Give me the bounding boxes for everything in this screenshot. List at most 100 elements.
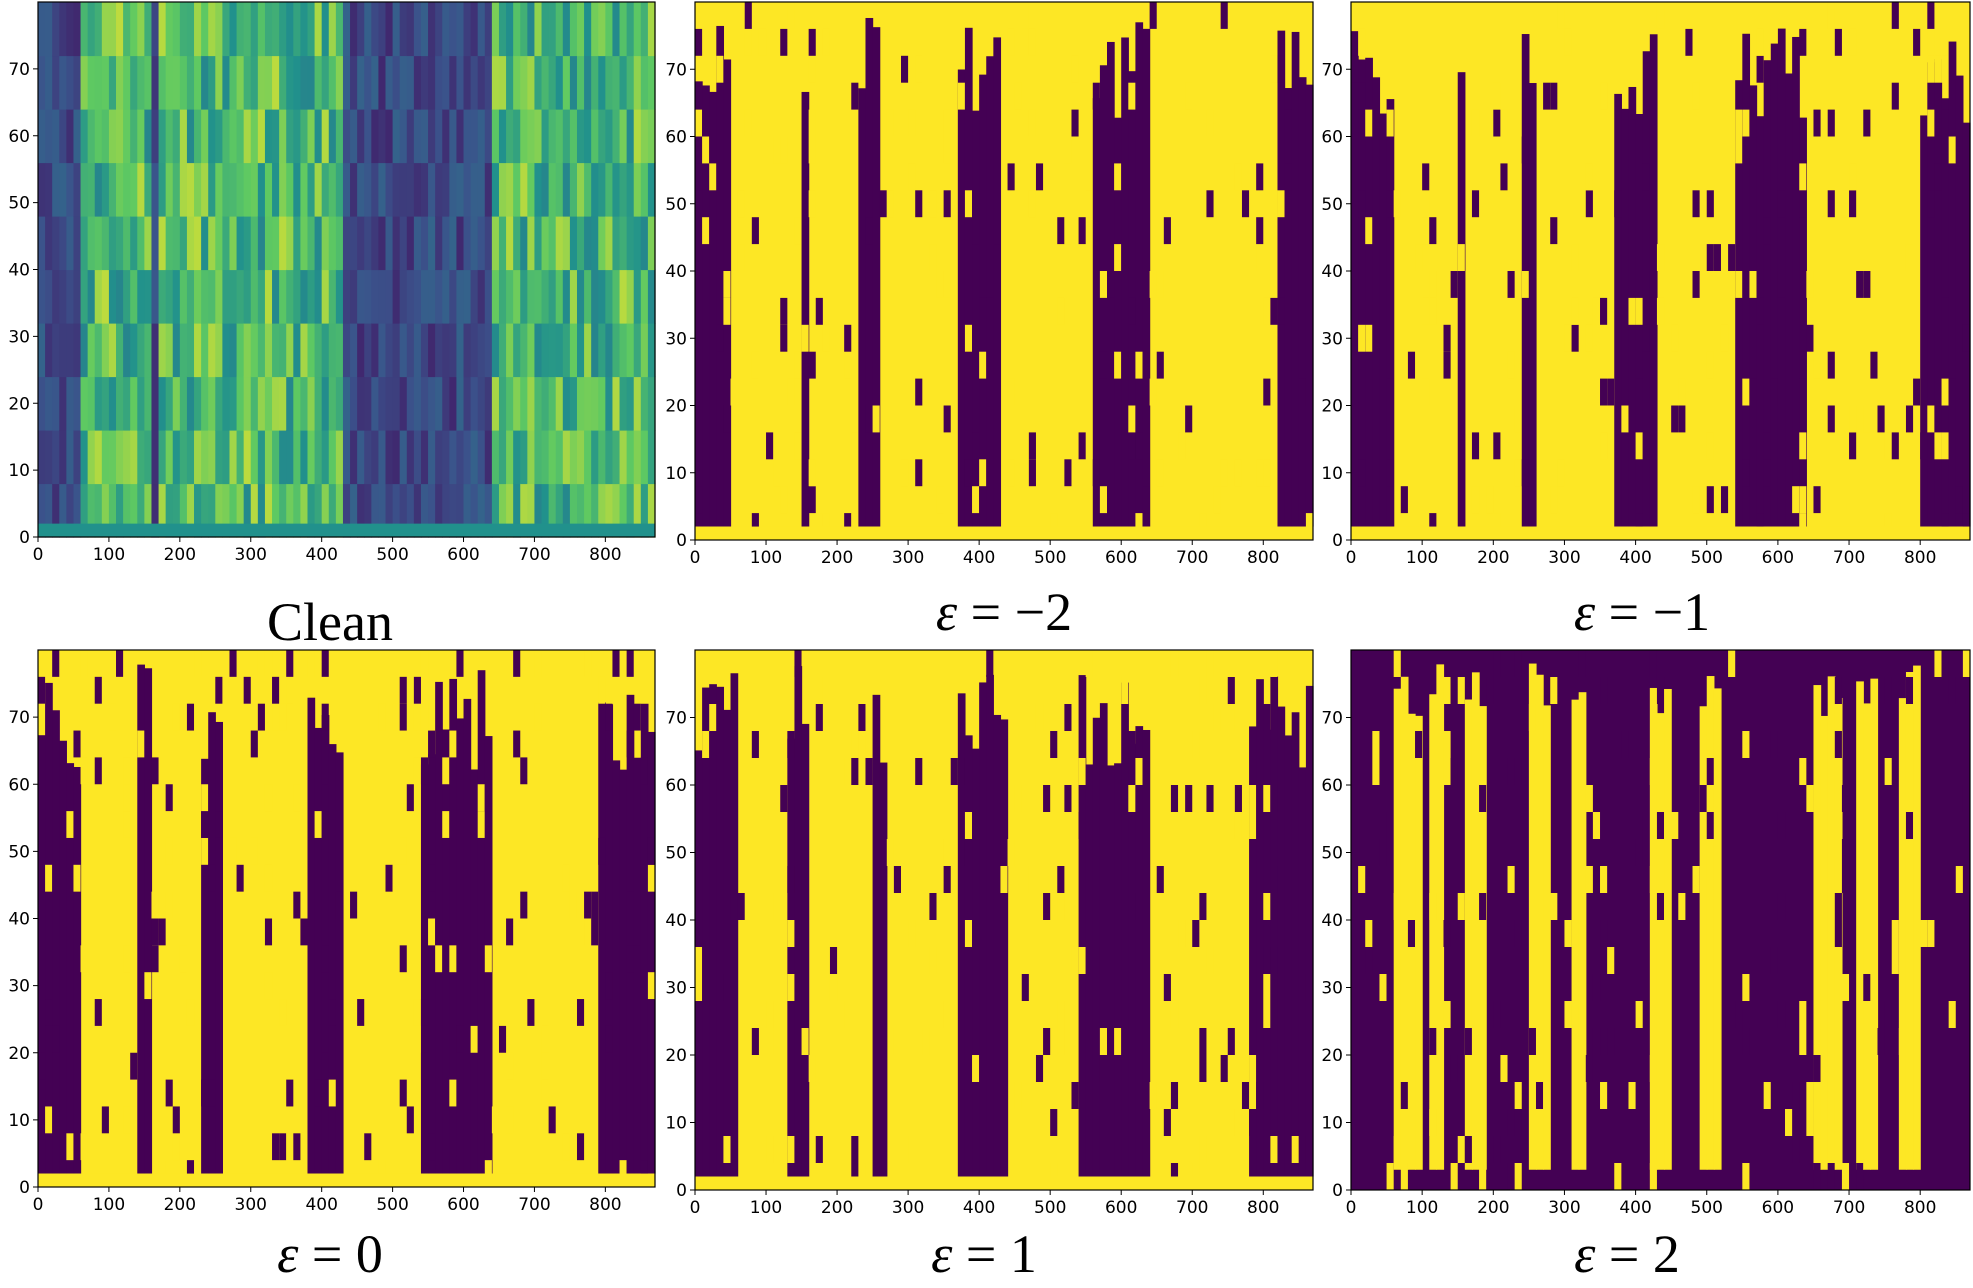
heatmap-speckle	[1905, 405, 1914, 433]
heatmap-column-low	[1799, 117, 1807, 527]
heatmap-cell	[300, 216, 309, 271]
x-tick-label: 300	[235, 545, 267, 565]
heatmap-speckle	[915, 378, 923, 406]
heatmap-cell	[279, 216, 287, 271]
x-tick-label: 600	[1105, 548, 1137, 568]
heatmap-speckle	[1234, 459, 1242, 487]
heatmap-speckle	[1443, 758, 1451, 785]
heatmap-cell	[321, 483, 330, 538]
heatmap-speckle	[1450, 677, 1458, 704]
heatmap-cell	[633, 323, 642, 378]
heatmap-speckle	[1905, 839, 1914, 866]
heatmap-speckle	[1064, 947, 1072, 974]
heatmap-speckle	[1263, 297, 1271, 325]
heatmap-speckle	[1234, 785, 1242, 812]
heatmap-column-high	[1571, 699, 1580, 1170]
heatmap-column-low	[328, 744, 337, 1174]
heatmap-column-low	[1135, 22, 1144, 527]
heatmap-cell	[286, 55, 294, 110]
heatmap-speckle	[1955, 866, 1963, 893]
heatmap-speckle	[716, 55, 724, 83]
heatmap-speckle	[1777, 893, 1786, 920]
heatmap-speckle	[1934, 432, 1942, 460]
heatmap-cell	[420, 109, 429, 164]
heatmap-cell	[484, 323, 493, 378]
heatmap-speckle	[215, 676, 223, 704]
heatmap-cell	[243, 55, 252, 110]
heatmap-panel-2: 0 100 200 300 400 500 600 700 800010203040506070…	[665, 1, 1314, 642]
heatmap-cell	[45, 2, 53, 57]
heatmap-cell	[456, 483, 465, 538]
heatmap-cell	[314, 216, 323, 271]
heatmap-speckle	[584, 650, 592, 677]
heatmap-cell	[555, 162, 564, 217]
heatmap-cell	[357, 2, 365, 57]
x-tick-label: 400	[1619, 548, 1651, 568]
heatmap-cell	[151, 55, 160, 110]
heatmap-speckle	[1571, 297, 1579, 325]
heatmap-speckle	[123, 945, 131, 973]
heatmap-speckle	[1849, 432, 1857, 460]
heatmap-speckle	[808, 55, 816, 83]
heatmap-speckle	[737, 190, 745, 218]
heatmap-cell	[413, 162, 422, 217]
heatmap-speckle	[364, 1133, 372, 1161]
heatmap-speckle	[787, 1136, 795, 1163]
x-tick-label: 300	[1548, 548, 1580, 568]
heatmap-speckle	[744, 109, 752, 137]
heatmap-cell	[442, 430, 450, 485]
heatmap-speckle	[1199, 1136, 1207, 1163]
heatmap-cell	[647, 323, 656, 378]
heatmap-speckle	[844, 324, 852, 352]
heatmap-speckle	[307, 650, 315, 677]
heatmap-cell	[392, 430, 401, 485]
heatmap-speckle	[1528, 1028, 1536, 1055]
heatmap-speckle	[1277, 947, 1285, 974]
heatmap-speckle	[470, 1025, 478, 1053]
heatmap-speckle	[534, 650, 542, 677]
heatmap-column-low	[1284, 735, 1293, 1177]
heatmap-cell	[442, 216, 450, 271]
heatmap-speckle	[279, 703, 287, 731]
heatmap-speckle	[406, 1106, 414, 1134]
heatmap-cell	[321, 109, 330, 164]
heatmap-cell	[449, 109, 458, 164]
heatmap-column-low	[1785, 73, 1793, 527]
heatmap-cell	[201, 430, 209, 485]
heatmap-cell	[137, 2, 145, 57]
heatmap-speckle	[1443, 351, 1451, 379]
heatmap-speckle	[1706, 812, 1714, 839]
heatmap-cell	[59, 2, 67, 57]
heatmap-cell	[137, 216, 145, 271]
heatmap-speckle	[1014, 785, 1022, 812]
heatmap-speckle	[702, 839, 710, 866]
heatmap-cell	[257, 2, 266, 57]
heatmap-cell	[626, 216, 635, 271]
heatmap-speckle	[1955, 486, 1963, 514]
heatmap-speckle	[1393, 1136, 1401, 1163]
heatmap-cell	[420, 55, 429, 110]
heatmap-cell	[286, 2, 294, 57]
heatmap-cell	[534, 109, 543, 164]
heatmap-cell	[413, 55, 422, 110]
heatmap-speckle	[1585, 190, 1593, 218]
heatmap-cell	[243, 376, 252, 431]
heatmap-speckle	[1386, 1163, 1394, 1190]
heatmap-speckle	[787, 920, 795, 947]
heatmap-cell	[38, 109, 46, 164]
heatmap-cell	[435, 216, 443, 271]
heatmap-speckle	[1241, 190, 1250, 218]
heatmap-speckle	[272, 1133, 280, 1161]
heatmap-cell	[300, 323, 309, 378]
heatmap-speckle	[1071, 55, 1079, 83]
heatmap-cell	[342, 216, 351, 271]
heatmap-speckle	[1699, 785, 1707, 812]
heatmap-cell	[272, 55, 280, 110]
heatmap-cell	[520, 109, 528, 164]
heatmap-speckle	[484, 784, 492, 812]
heatmap-cell	[527, 2, 536, 57]
heatmap-speckle	[1277, 190, 1285, 218]
heatmap-speckle	[943, 109, 951, 137]
heatmap-cell	[165, 323, 174, 378]
heatmap-column-low	[1277, 706, 1286, 1177]
